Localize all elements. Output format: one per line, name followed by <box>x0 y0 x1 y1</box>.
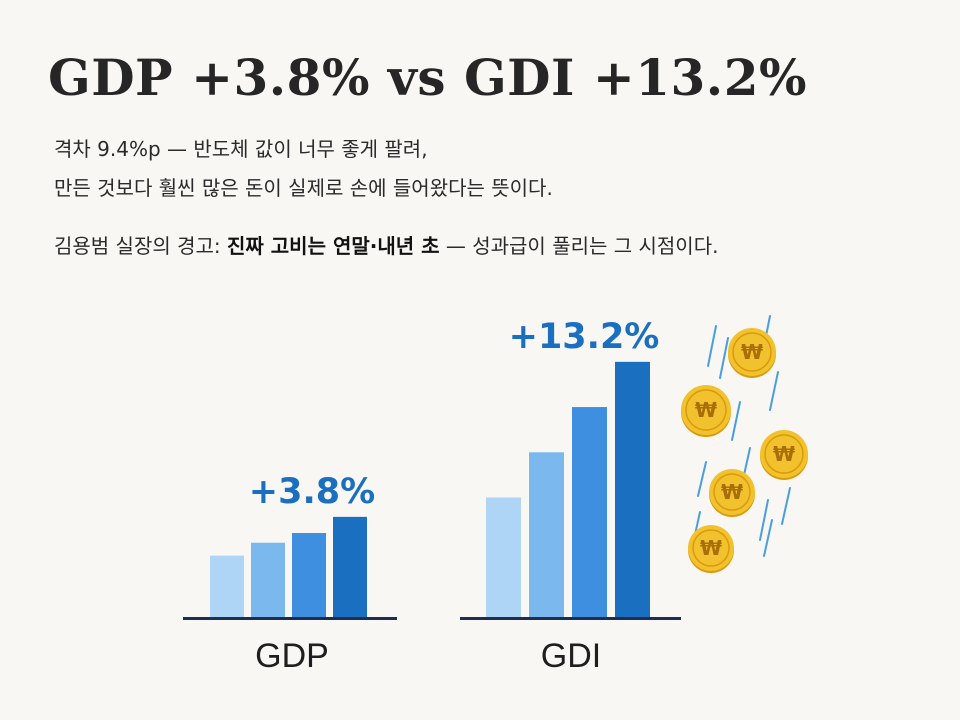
warning-prefix: 김용범 실장의 경고: <box>54 234 228 258</box>
motion-streak <box>769 371 779 411</box>
won-coin-icon: ₩ <box>688 525 734 573</box>
bar-gdp-4 <box>333 516 367 617</box>
x-tick-label-gdi: GDI <box>541 637 601 675</box>
motion-streak <box>759 499 769 541</box>
subtitle-line-1: 격차 9.4%p — 반도체 값이 너무 좋게 팔려, <box>54 137 428 161</box>
warning-highlight: 진짜 고비는 연말·내년 초 <box>227 234 440 258</box>
annotation-gdi: +13.2% <box>509 317 660 357</box>
bar-gdi-4 <box>615 361 650 617</box>
svg-text:₩: ₩ <box>700 536 722 560</box>
won-coin-icon: ₩ <box>709 469 755 517</box>
bar-gdp-3 <box>292 533 326 617</box>
won-coin-icon: ₩ <box>760 430 808 480</box>
subtitle-line-2: 만든 것보다 훨씬 많은 돈이 실제로 손에 들어왔다는 뜻이다. <box>54 176 553 200</box>
motion-streak <box>697 461 707 497</box>
bar-group-gdi: +13.2% GDI <box>460 317 681 675</box>
motion-streak <box>707 325 717 367</box>
bar-gdp-2 <box>251 542 285 617</box>
bar-group-gdp: +3.8% GDP <box>183 472 397 675</box>
warning-suffix: — 성과급이 풀리는 그 시점이다. <box>439 234 719 258</box>
baseline-gdp <box>183 617 397 620</box>
bar-gdi-1 <box>486 497 521 617</box>
svg-text:₩: ₩ <box>773 442 795 466</box>
subtitle-line-3: 김용범 실장의 경고: 진짜 고비는 연말·내년 초 — 성과급이 풀리는 그 … <box>54 230 718 259</box>
svg-text:₩: ₩ <box>695 398 717 422</box>
falling-won-coins-icon: ₩ ₩ ₩ ₩ ₩ <box>681 315 808 573</box>
x-tick-label-gdp: GDP <box>255 637 329 675</box>
motion-streak <box>781 487 791 525</box>
baseline-gdi <box>460 617 681 620</box>
bar-gdi-2 <box>529 452 564 617</box>
motion-streak <box>719 337 729 379</box>
won-coin-icon: ₩ <box>681 385 731 437</box>
svg-text:₩: ₩ <box>741 340 763 364</box>
svg-text:₩: ₩ <box>721 480 743 504</box>
bar-gdp-1 <box>210 555 244 617</box>
motion-streak <box>763 519 773 557</box>
annotation-gdp: +3.8% <box>249 472 375 512</box>
won-coin-icon: ₩ <box>728 328 776 378</box>
chart-title: GDP +3.8% vs GDI +13.2% <box>48 48 808 107</box>
motion-streak <box>731 401 741 441</box>
bar-gdi-3 <box>572 407 607 617</box>
